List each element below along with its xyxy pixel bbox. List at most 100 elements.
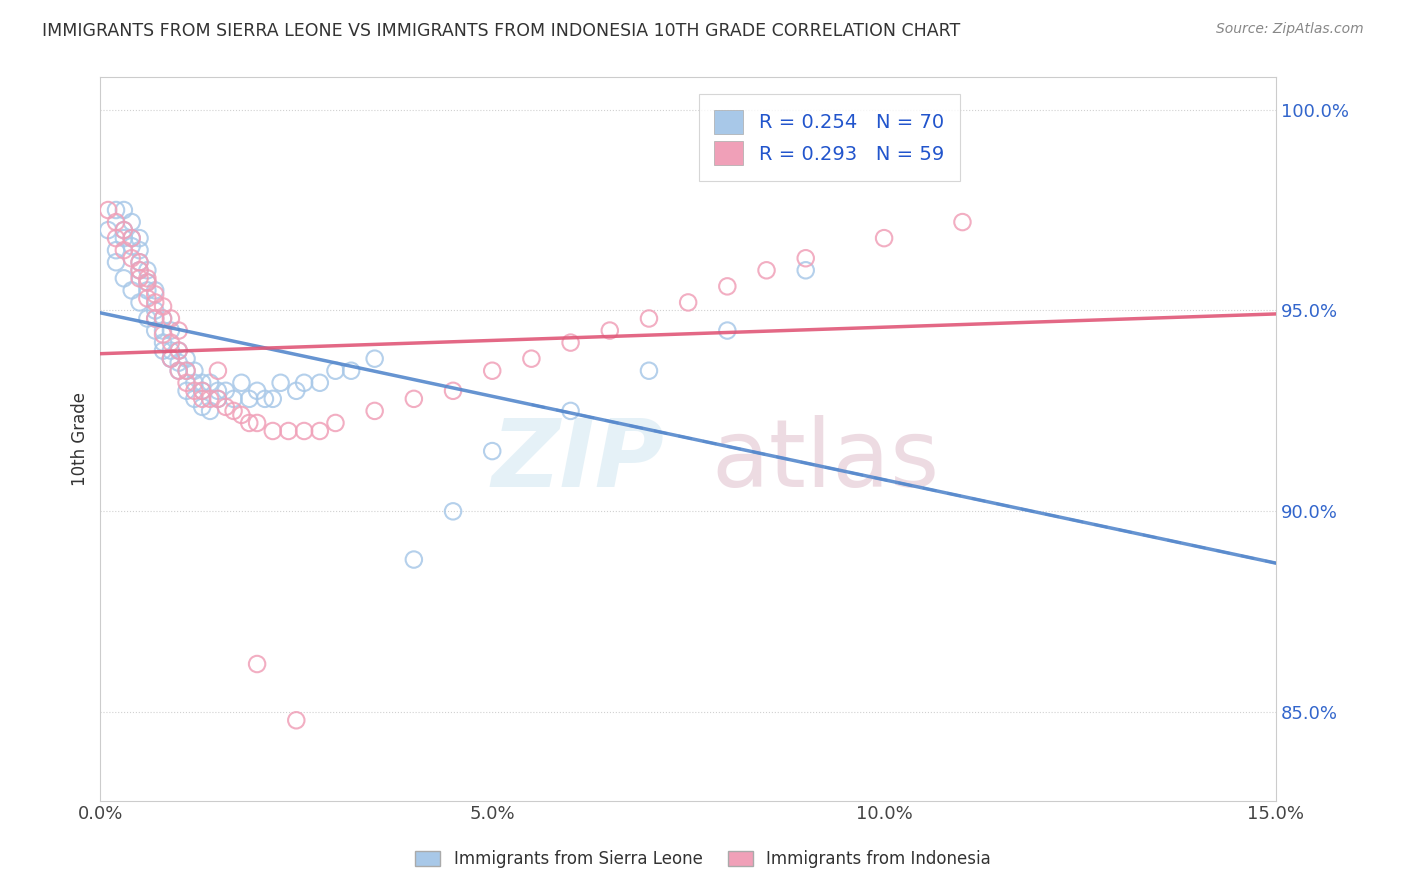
Point: [160, 311, 183, 326]
Point: [191, 400, 214, 414]
Point: [285, 384, 308, 398]
Point: [176, 376, 198, 390]
Point: [191, 392, 214, 406]
Point: [262, 424, 284, 438]
Point: [160, 351, 183, 366]
Point: [253, 392, 276, 406]
Point: [191, 384, 214, 398]
Point: [231, 408, 253, 422]
Point: [340, 364, 363, 378]
Point: [183, 384, 205, 398]
Point: [222, 404, 245, 418]
Point: [105, 202, 128, 217]
Text: IMMIGRANTS FROM SIERRA LEONE VS IMMIGRANTS FROM INDONESIA 10TH GRADE CORRELATION: IMMIGRANTS FROM SIERRA LEONE VS IMMIGRAN…: [42, 22, 960, 40]
Point: [97, 202, 120, 217]
Point: [112, 243, 135, 257]
Point: [152, 300, 174, 314]
Point: [167, 324, 190, 338]
Point: [207, 364, 229, 378]
Point: [794, 252, 817, 266]
Point: [160, 335, 183, 350]
Point: [143, 324, 166, 338]
Point: [176, 351, 198, 366]
Point: [176, 384, 198, 398]
Point: [167, 364, 190, 378]
Point: [183, 376, 205, 390]
Text: atlas: atlas: [711, 415, 941, 507]
Point: [198, 376, 221, 390]
Point: [246, 416, 269, 430]
Point: [676, 295, 699, 310]
Point: [238, 392, 260, 406]
Point: [441, 504, 464, 518]
Point: [246, 384, 269, 398]
Point: [152, 311, 174, 326]
Point: [136, 276, 159, 290]
Point: [128, 271, 150, 285]
Point: [128, 263, 150, 277]
Point: [167, 356, 190, 370]
Point: [167, 343, 190, 358]
Point: [136, 276, 159, 290]
Point: [638, 364, 661, 378]
Point: [191, 384, 214, 398]
Point: [176, 364, 198, 378]
Point: [136, 284, 159, 298]
Legend: Immigrants from Sierra Leone, Immigrants from Indonesia: Immigrants from Sierra Leone, Immigrants…: [409, 844, 997, 875]
Point: [121, 284, 143, 298]
Point: [560, 404, 582, 418]
Point: [136, 311, 159, 326]
Point: [183, 364, 205, 378]
Point: [215, 400, 238, 414]
Point: [183, 392, 205, 406]
Point: [952, 215, 974, 229]
Point: [246, 657, 269, 671]
Point: [105, 255, 128, 269]
Point: [292, 376, 315, 390]
Point: [167, 343, 190, 358]
Point: [136, 292, 159, 306]
Point: [270, 376, 292, 390]
Point: [105, 231, 128, 245]
Point: [231, 376, 253, 390]
Point: [363, 351, 385, 366]
Point: [481, 364, 503, 378]
Point: [873, 231, 896, 245]
Point: [325, 416, 347, 430]
Point: [152, 335, 174, 350]
Point: [160, 324, 183, 338]
Point: [112, 271, 135, 285]
Point: [160, 343, 183, 358]
Point: [160, 351, 183, 366]
Point: [191, 376, 214, 390]
Point: [176, 364, 198, 378]
Point: [121, 231, 143, 245]
Legend: R = 0.254   N = 70, R = 0.293   N = 59: R = 0.254 N = 70, R = 0.293 N = 59: [699, 95, 960, 181]
Point: [121, 252, 143, 266]
Point: [292, 424, 315, 438]
Point: [794, 263, 817, 277]
Point: [599, 324, 621, 338]
Point: [277, 424, 299, 438]
Point: [520, 351, 543, 366]
Point: [402, 552, 425, 566]
Point: [198, 392, 221, 406]
Point: [128, 295, 150, 310]
Point: [143, 295, 166, 310]
Point: [143, 284, 166, 298]
Point: [215, 384, 238, 398]
Point: [121, 231, 143, 245]
Point: [363, 404, 385, 418]
Point: [207, 392, 229, 406]
Point: [105, 243, 128, 257]
Point: [152, 343, 174, 358]
Y-axis label: 10th Grade: 10th Grade: [72, 392, 89, 486]
Point: [198, 404, 221, 418]
Point: [112, 223, 135, 237]
Point: [402, 392, 425, 406]
Point: [638, 311, 661, 326]
Point: [128, 231, 150, 245]
Point: [152, 327, 174, 342]
Point: [308, 424, 330, 438]
Point: [143, 303, 166, 318]
